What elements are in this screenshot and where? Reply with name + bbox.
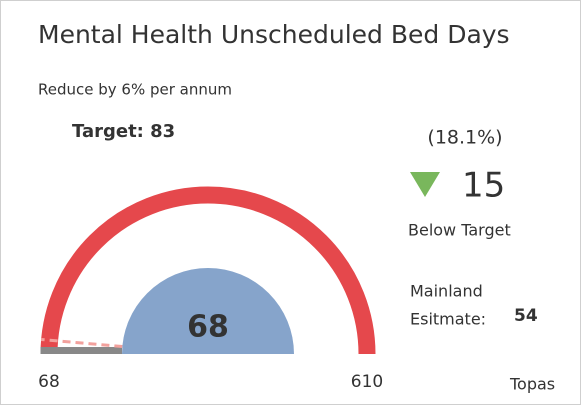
difference-percent: (18.1%) <box>427 127 502 149</box>
estimate-label: Esitmate: <box>410 310 486 329</box>
footer: Topas <box>509 375 555 394</box>
gauge-arc <box>40 186 376 355</box>
estimate: 54 <box>514 306 538 326</box>
gauge-tick-label: 610 <box>351 372 383 392</box>
down-arrow <box>410 172 440 197</box>
target-line <box>41 337 123 349</box>
difference: 15 <box>462 166 505 206</box>
gauge-tick-label: 68 <box>38 372 60 392</box>
title: Mental Health Unscheduled Bed Days <box>38 20 510 49</box>
difference-label: Below Target <box>408 221 511 240</box>
estimate-label: Mainland <box>410 282 483 301</box>
target-label: Target: 83 <box>72 121 175 142</box>
subtitle: Reduce by 6% per annum <box>38 81 232 99</box>
gauge-center <box>122 268 294 354</box>
gauge-base <box>40 347 122 354</box>
gauge-value: 68 <box>187 310 229 345</box>
